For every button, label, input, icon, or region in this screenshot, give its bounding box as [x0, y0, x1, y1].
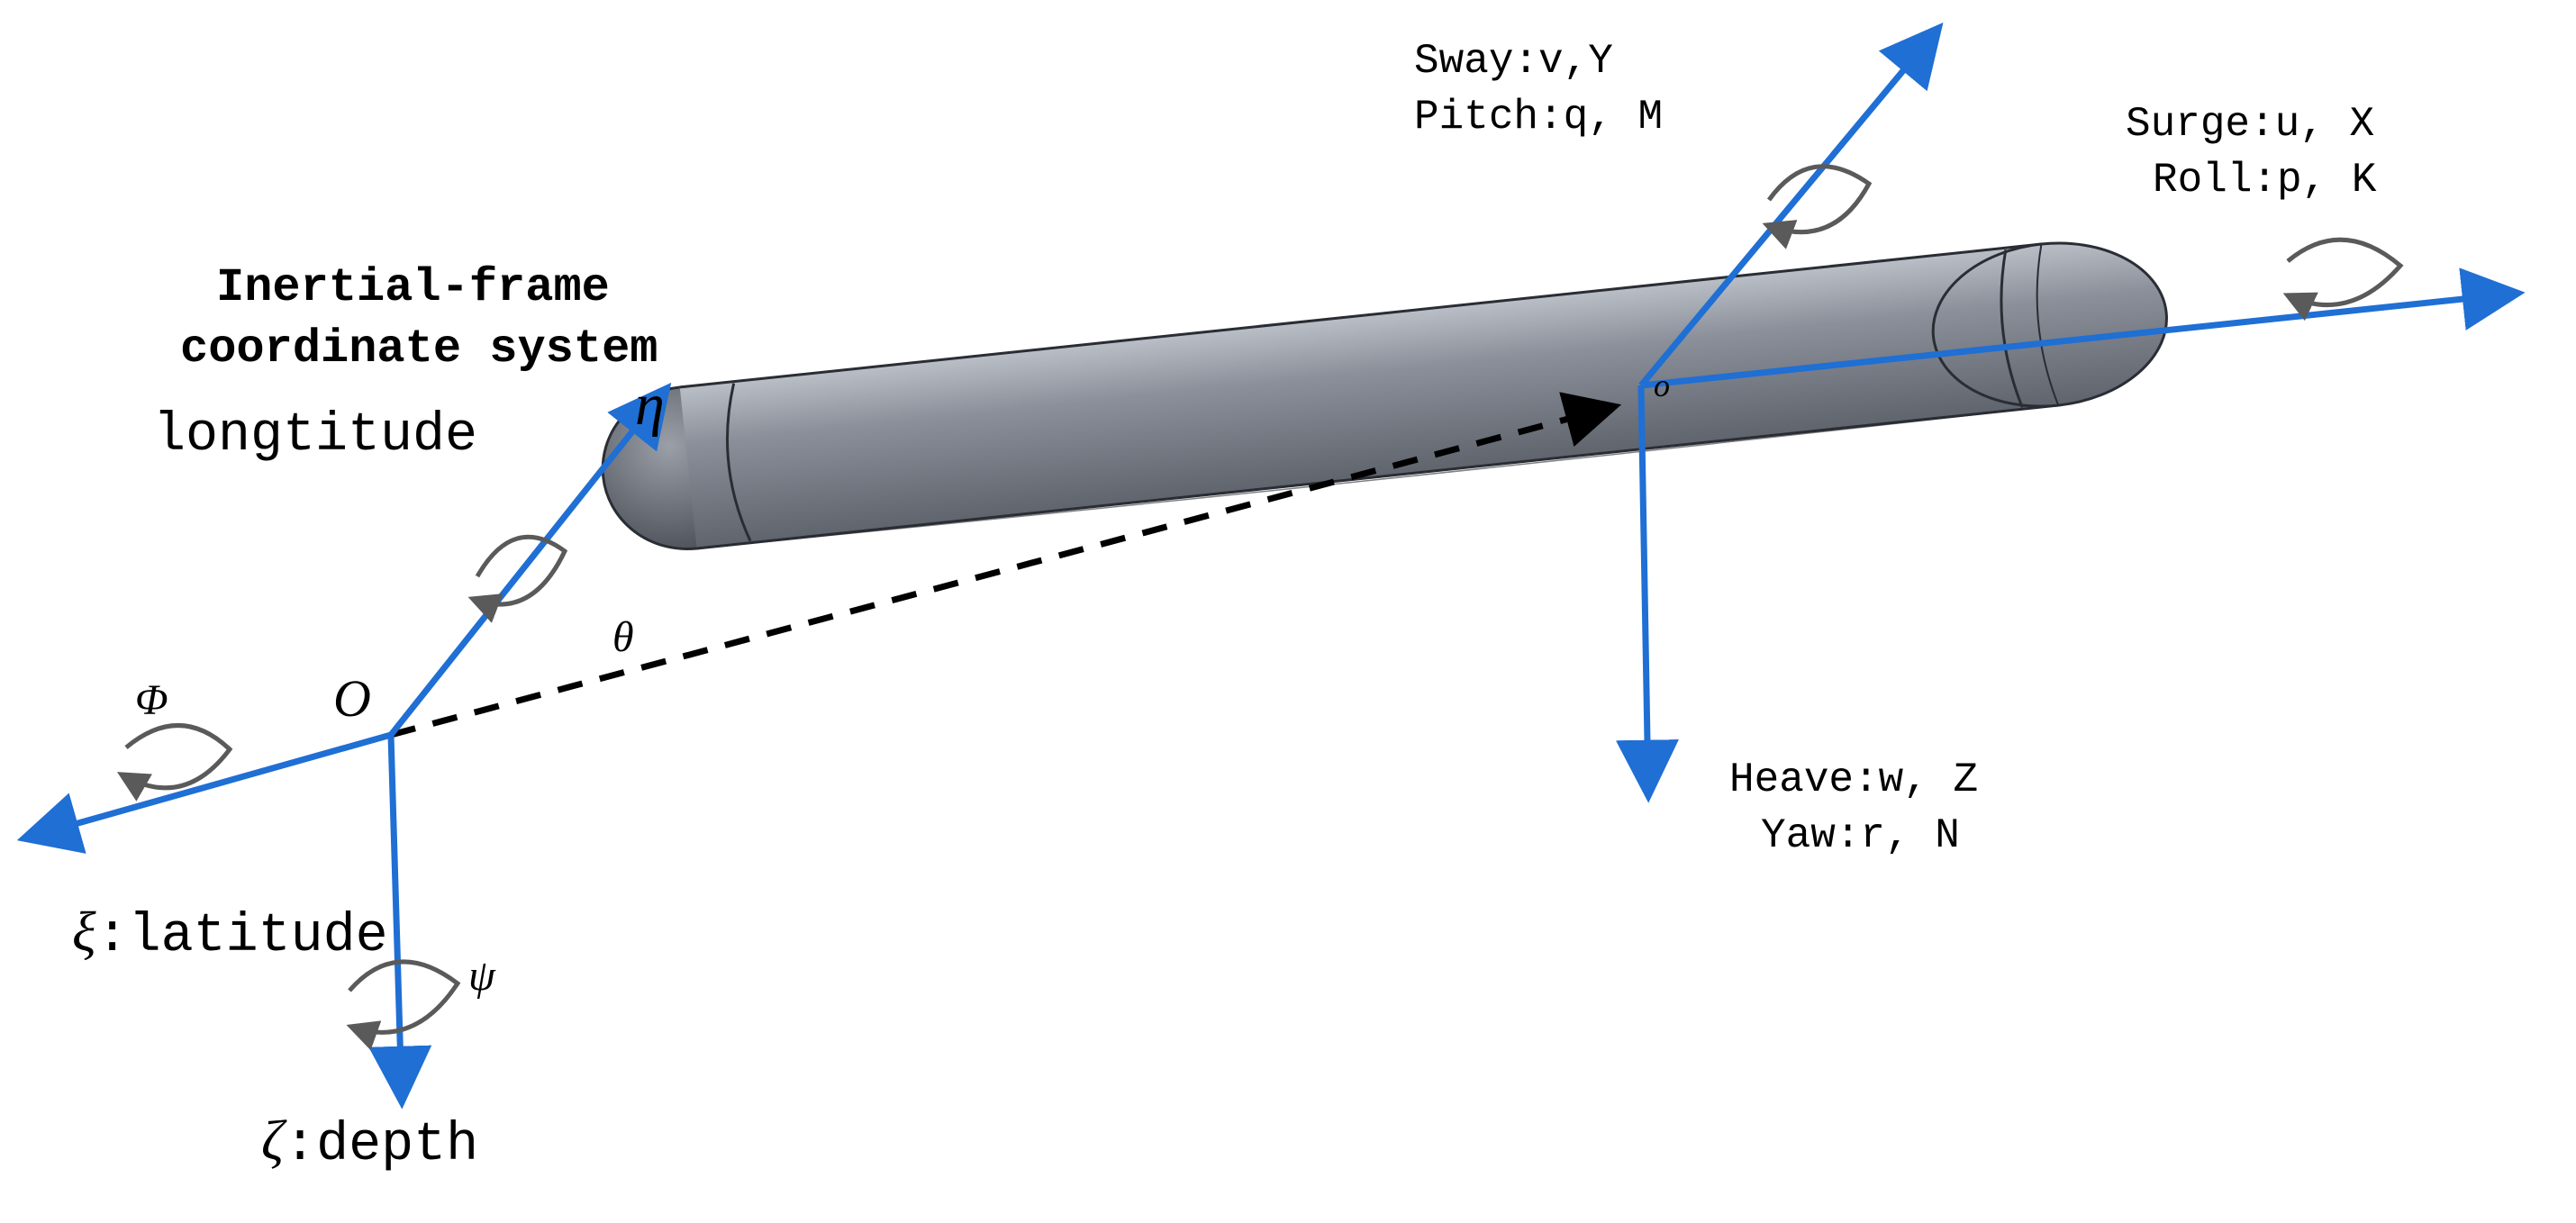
sway-label-2: Pitch:q, M [1414, 94, 1663, 140]
psi-label: ψ [468, 951, 495, 1001]
psi-rotation-icon [349, 962, 458, 1033]
xi-text: :latitude [96, 906, 388, 967]
zeta-depth-label: ζ:depth [261, 1110, 478, 1176]
xi-axis [27, 735, 391, 838]
roll-rotation-icon [2288, 240, 2400, 304]
inertial-title-1: Inertial-frame [216, 261, 610, 314]
heave-label-2: Yaw:r, N [1761, 812, 1960, 859]
heave-label-1: Heave:w, Z [1729, 756, 1978, 803]
sway-label-1: Sway:v,Y [1414, 38, 1613, 85]
zeta-axis [391, 735, 402, 1099]
longitude-label: longtitude [153, 405, 477, 467]
surge-label-1: Surge:u, X [2126, 101, 2374, 148]
coordinate-diagram: o Inertial-frame coordinate system longt… [0, 0, 2576, 1223]
zeta-text: :depth [284, 1115, 478, 1176]
vehicle-body [594, 231, 2175, 559]
origin-o-label: O [333, 668, 371, 729]
eta-label: η [635, 371, 665, 439]
xi-symbol: ξ [72, 901, 96, 963]
theta-label: θ [612, 612, 634, 662]
xi-latitude-label: ξ:latitude [72, 901, 388, 967]
surge-label-2: Roll:p, K [2153, 157, 2376, 204]
inertial-title-2: coordinate system [180, 322, 658, 376]
body-origin-o: o [1654, 367, 1670, 403]
phi-label: Φ [135, 675, 168, 725]
zeta-symbol: ζ [261, 1110, 284, 1172]
phi-rotation-icon [122, 725, 230, 787]
